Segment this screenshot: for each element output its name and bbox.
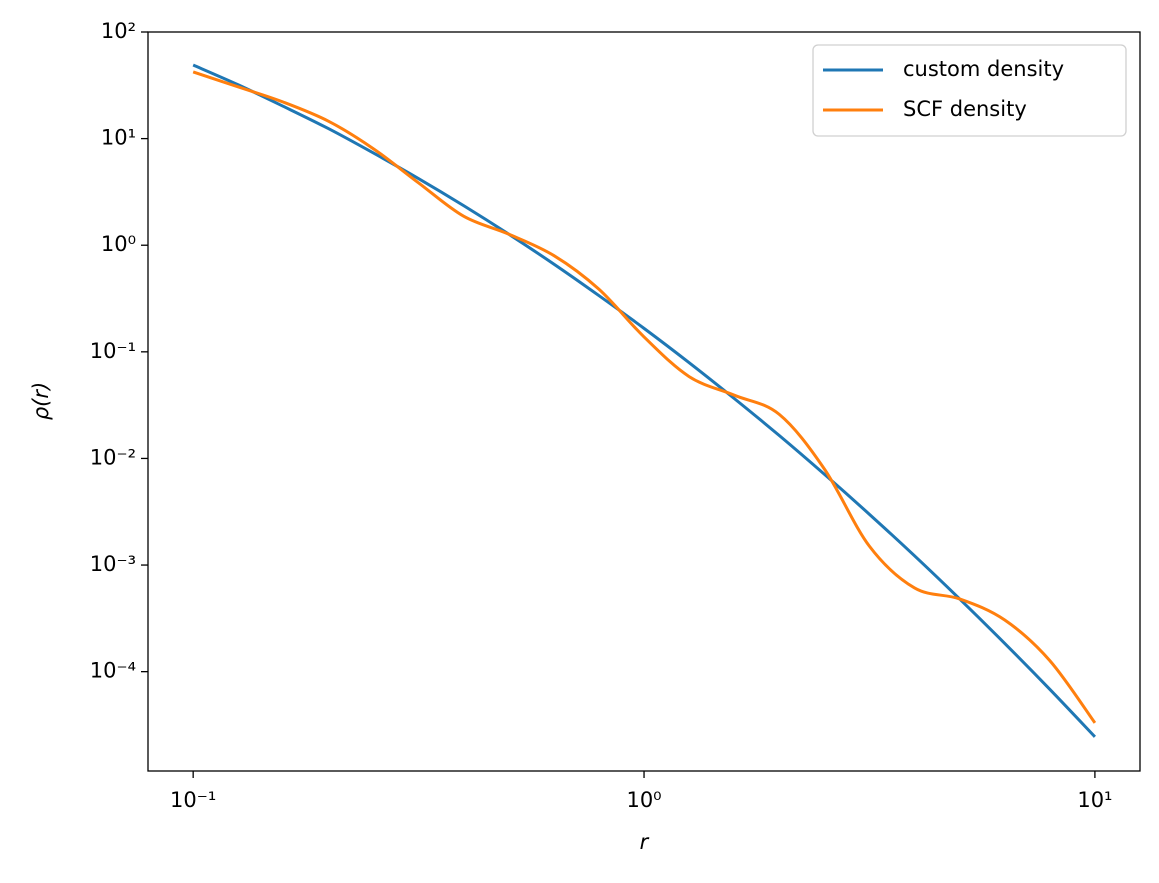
plot-frame (147, 31, 1141, 772)
series-line (192, 63, 1096, 738)
x-tick-label: 10¹ (1077, 788, 1112, 812)
legend-label: SCF density (903, 97, 1027, 121)
legend-label: custom density (903, 57, 1064, 81)
y-tick-label: 10⁻³ (90, 552, 136, 576)
legend-box (812, 44, 1127, 137)
y-axis-label: ρ(r) (29, 382, 53, 420)
y-tick-label: 10² (101, 19, 136, 43)
y-tick-label: 10¹ (101, 126, 136, 150)
series-line (192, 70, 1097, 724)
y-tick-label: 10⁻² (90, 445, 136, 469)
y-tick-label: 10⁻⁴ (90, 659, 136, 683)
y-tick-label: 10⁻¹ (90, 339, 136, 363)
x-tick-label: 10⁻¹ (170, 788, 216, 812)
x-axis-label: r (640, 830, 650, 854)
y-tick-label: 10⁰ (101, 232, 136, 256)
x-tick-label: 10⁰ (626, 788, 661, 812)
